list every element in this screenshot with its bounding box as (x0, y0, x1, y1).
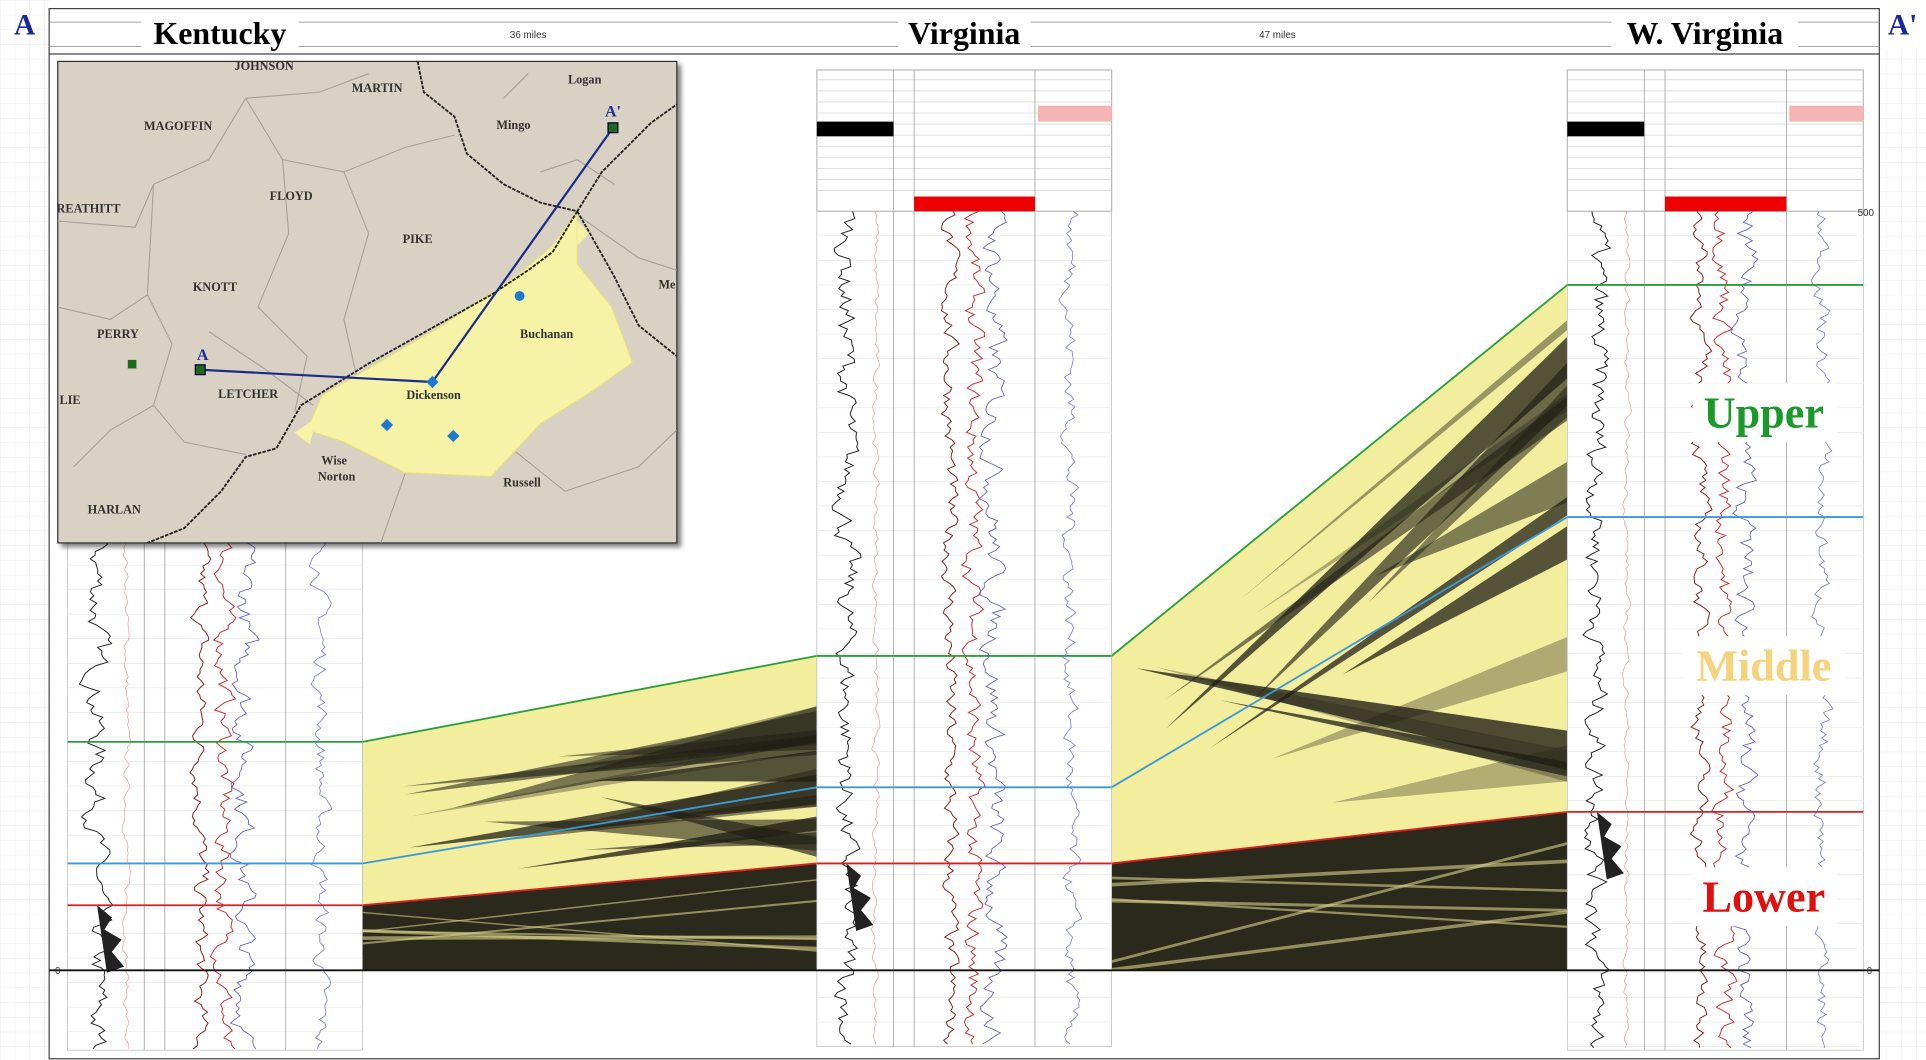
header-swatch (1665, 197, 1786, 212)
header-swatch (1038, 106, 1112, 122)
header-swatch (914, 197, 1035, 212)
header-swatch (1567, 122, 1644, 137)
map-label: LIE (59, 393, 80, 407)
map-label: Me (658, 278, 676, 292)
depth-label: 0 (1867, 966, 1873, 977)
map-label: KNOTT (193, 280, 237, 294)
page-grid (1879, 49, 1926, 1060)
zone-label: Upper (1704, 388, 1824, 437)
well-marker (608, 123, 618, 133)
well-name: Kentucky (153, 16, 286, 51)
zone-label: Lower (1702, 872, 1825, 921)
depth-label: 500 (1858, 208, 1875, 219)
map-label: PERRY (97, 327, 139, 341)
map-label: Russell (503, 475, 541, 489)
well-marker (195, 365, 205, 375)
map-label: REATHITT (57, 201, 121, 215)
zone-label: Middle (1696, 641, 1831, 690)
log-track (68, 540, 363, 1050)
map-label: MAGOFFIN (144, 119, 212, 133)
page-grid (0, 0, 49, 1060)
map-label: Wise (321, 453, 347, 467)
map-label: Logan (568, 73, 602, 87)
map-label: FLOYD (270, 189, 313, 203)
well-marker (515, 291, 525, 301)
map-label: HARLAN (88, 502, 141, 516)
map-label: PIKE (403, 232, 433, 246)
map-label: Norton (318, 469, 356, 483)
map-label: Mingo (496, 118, 530, 132)
section-end-label: A' (1888, 9, 1917, 41)
section-end-label: A (14, 9, 36, 41)
cross-section: A A' Kentucky Virginia W. Virginia 36 mi… (0, 0, 1926, 1060)
distance-label: 47 miles (1259, 30, 1296, 41)
well-marker (128, 360, 137, 369)
distance-label: 36 miles (510, 30, 547, 41)
map-point-label: A' (605, 104, 621, 121)
well-name: Virginia (908, 16, 1020, 51)
map-label: Buchanan (520, 327, 573, 341)
map-label: Dickenson (406, 388, 461, 402)
header-swatch (817, 122, 894, 137)
header-swatch (1789, 106, 1863, 122)
well-name: W. Virginia (1627, 16, 1784, 51)
map-point-label: A (197, 347, 209, 364)
map-label: LETCHER (218, 387, 278, 401)
depth-label: 0 (55, 966, 61, 977)
map-label: MARTIN (352, 81, 403, 95)
